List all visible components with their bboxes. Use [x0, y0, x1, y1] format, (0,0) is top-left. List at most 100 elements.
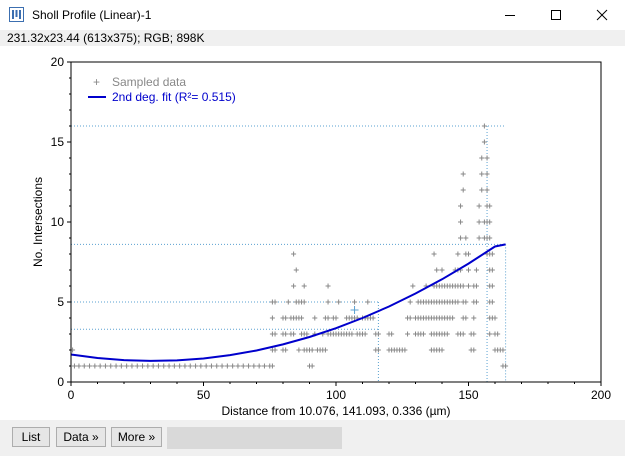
data-point	[166, 363, 172, 369]
data-point	[476, 219, 482, 225]
data-point	[466, 251, 471, 257]
data-point	[402, 347, 408, 353]
data-point	[187, 363, 193, 369]
data-point	[479, 155, 485, 161]
sholl-plot: 0 50 100 150 200 0 5 10 15 20 + Sampled data 2nd…	[31, 55, 611, 418]
data-point	[283, 315, 289, 321]
data-point	[458, 235, 464, 241]
data-point	[476, 235, 482, 241]
window-title: Sholl Profile (Linear)-1	[32, 8, 152, 22]
data-point	[322, 347, 328, 353]
data-button[interactable]: Data »	[56, 427, 106, 447]
data-point	[240, 363, 246, 369]
plot-canvas: 0 50 100 150 200 0 5 10 15 20 + Sampled data 2nd…	[0, 46, 625, 420]
data-point	[407, 299, 413, 305]
y-tick-label: 0	[57, 375, 64, 389]
data-point	[336, 299, 342, 305]
data-point	[481, 123, 487, 129]
data-point	[431, 251, 437, 257]
data-point	[375, 347, 381, 353]
legend-fit-label: 2nd deg. fit (R²= 0.515)	[112, 90, 236, 104]
data-point	[489, 283, 495, 289]
minimize-button[interactable]	[487, 0, 533, 30]
x-tick-label: 0	[68, 388, 75, 402]
y-tick-label: 5	[57, 295, 64, 309]
data-point	[285, 299, 291, 305]
data-point	[301, 283, 307, 289]
data-point	[87, 363, 93, 369]
close-button[interactable]	[579, 0, 625, 30]
reference-lines	[71, 125, 507, 382]
data-point	[439, 267, 445, 273]
data-point	[495, 331, 501, 337]
data-point	[256, 363, 262, 369]
x-tick-label: 150	[458, 388, 478, 402]
minimize-icon	[505, 15, 515, 16]
centroid-marker	[350, 306, 359, 314]
data-point	[460, 187, 466, 193]
data-point	[304, 331, 310, 337]
data-point	[108, 363, 114, 369]
y-tick-label: 20	[51, 55, 65, 69]
data-point	[155, 363, 161, 369]
maximize-button[interactable]	[533, 0, 579, 30]
data-point	[161, 363, 167, 369]
data-point	[230, 363, 236, 369]
list-button[interactable]: List	[12, 427, 50, 447]
data-point	[460, 331, 466, 337]
data-point	[113, 363, 119, 369]
x-axis-label: Distance from 10.076, 141.093, 0.336 (µm…	[221, 404, 450, 418]
data-point	[325, 283, 331, 289]
y-tick-label: 10	[51, 215, 65, 229]
data-point	[203, 363, 209, 369]
data-point	[362, 331, 368, 337]
data-point	[193, 363, 199, 369]
x-tick-label: 200	[591, 388, 611, 402]
close-icon	[596, 9, 608, 21]
data-point	[450, 315, 456, 321]
data-point	[272, 331, 278, 337]
data-point	[283, 331, 289, 337]
legend-sampled-marker: +	[93, 75, 100, 89]
data-point	[458, 219, 464, 225]
data-point	[214, 363, 220, 369]
data-point	[444, 331, 450, 337]
data-point	[471, 347, 477, 353]
data-point	[492, 315, 498, 321]
data-point	[479, 187, 485, 193]
y-axis-ticks: 0 5 10 15 20	[51, 55, 71, 389]
data-point	[484, 187, 490, 193]
data-point	[333, 315, 339, 321]
data-point	[269, 363, 275, 369]
data-point	[325, 299, 331, 305]
data-point	[272, 299, 278, 305]
data-point	[283, 347, 289, 353]
data-point	[145, 363, 151, 369]
data-point	[71, 363, 77, 369]
data-point	[473, 299, 479, 305]
data-point	[487, 331, 493, 337]
data-point	[309, 363, 315, 369]
data-point	[473, 267, 479, 273]
y-tick-label: 15	[51, 135, 65, 149]
data-point	[224, 363, 230, 369]
data-point	[171, 363, 177, 369]
data-point	[81, 363, 87, 369]
data-point	[458, 203, 464, 209]
status-field	[167, 427, 342, 449]
x-tick-label: 50	[197, 388, 211, 402]
x-tick-label: 100	[326, 388, 346, 402]
data-point	[246, 363, 252, 369]
data-point	[476, 203, 482, 209]
data-point	[272, 347, 278, 353]
data-point	[291, 283, 297, 289]
data-point	[389, 331, 395, 337]
more-button[interactable]: More »	[111, 427, 162, 447]
data-point	[455, 299, 461, 305]
data-point	[500, 347, 506, 353]
data-point	[370, 315, 376, 321]
title-bar: Sholl Profile (Linear)-1	[0, 0, 625, 30]
data-point	[177, 363, 183, 369]
data-point	[463, 235, 469, 241]
data-point	[97, 363, 103, 369]
